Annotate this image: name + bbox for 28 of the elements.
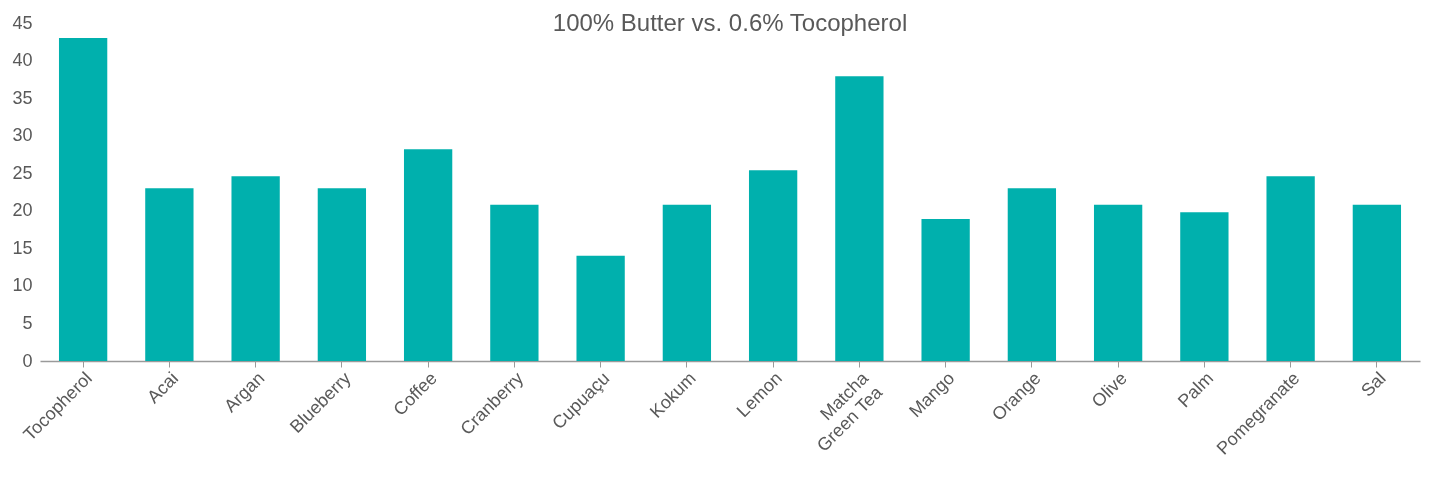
bar (1093, 204, 1143, 361)
bar (662, 204, 712, 361)
bar (317, 188, 367, 361)
bar (1180, 212, 1229, 361)
x-tick-label: Sal (1357, 368, 1390, 401)
y-tick-label: 20 (12, 200, 33, 221)
y-tick-label: 30 (12, 125, 33, 146)
bar (403, 149, 453, 361)
y-tick-label: 0 (22, 350, 33, 371)
chart-title: 100% Butter vs. 0.6% Tocopherol (552, 9, 908, 36)
y-tick-label: 10 (12, 275, 33, 296)
y-tick-label: 25 (12, 162, 33, 183)
y-tick-label: 45 (12, 12, 33, 33)
bar (145, 188, 194, 361)
bar (1352, 204, 1402, 361)
bar (835, 76, 884, 361)
bar (748, 170, 798, 361)
bar (231, 176, 280, 361)
y-tick-label: 15 (12, 237, 33, 258)
bar (490, 204, 539, 361)
y-tick-label: 5 (22, 312, 33, 333)
bar (58, 38, 108, 361)
bar (1266, 176, 1315, 361)
bar (576, 255, 625, 361)
bar (921, 219, 970, 361)
y-tick-label: 35 (12, 87, 33, 108)
bar (1007, 188, 1057, 361)
y-tick-label: 40 (12, 50, 33, 71)
